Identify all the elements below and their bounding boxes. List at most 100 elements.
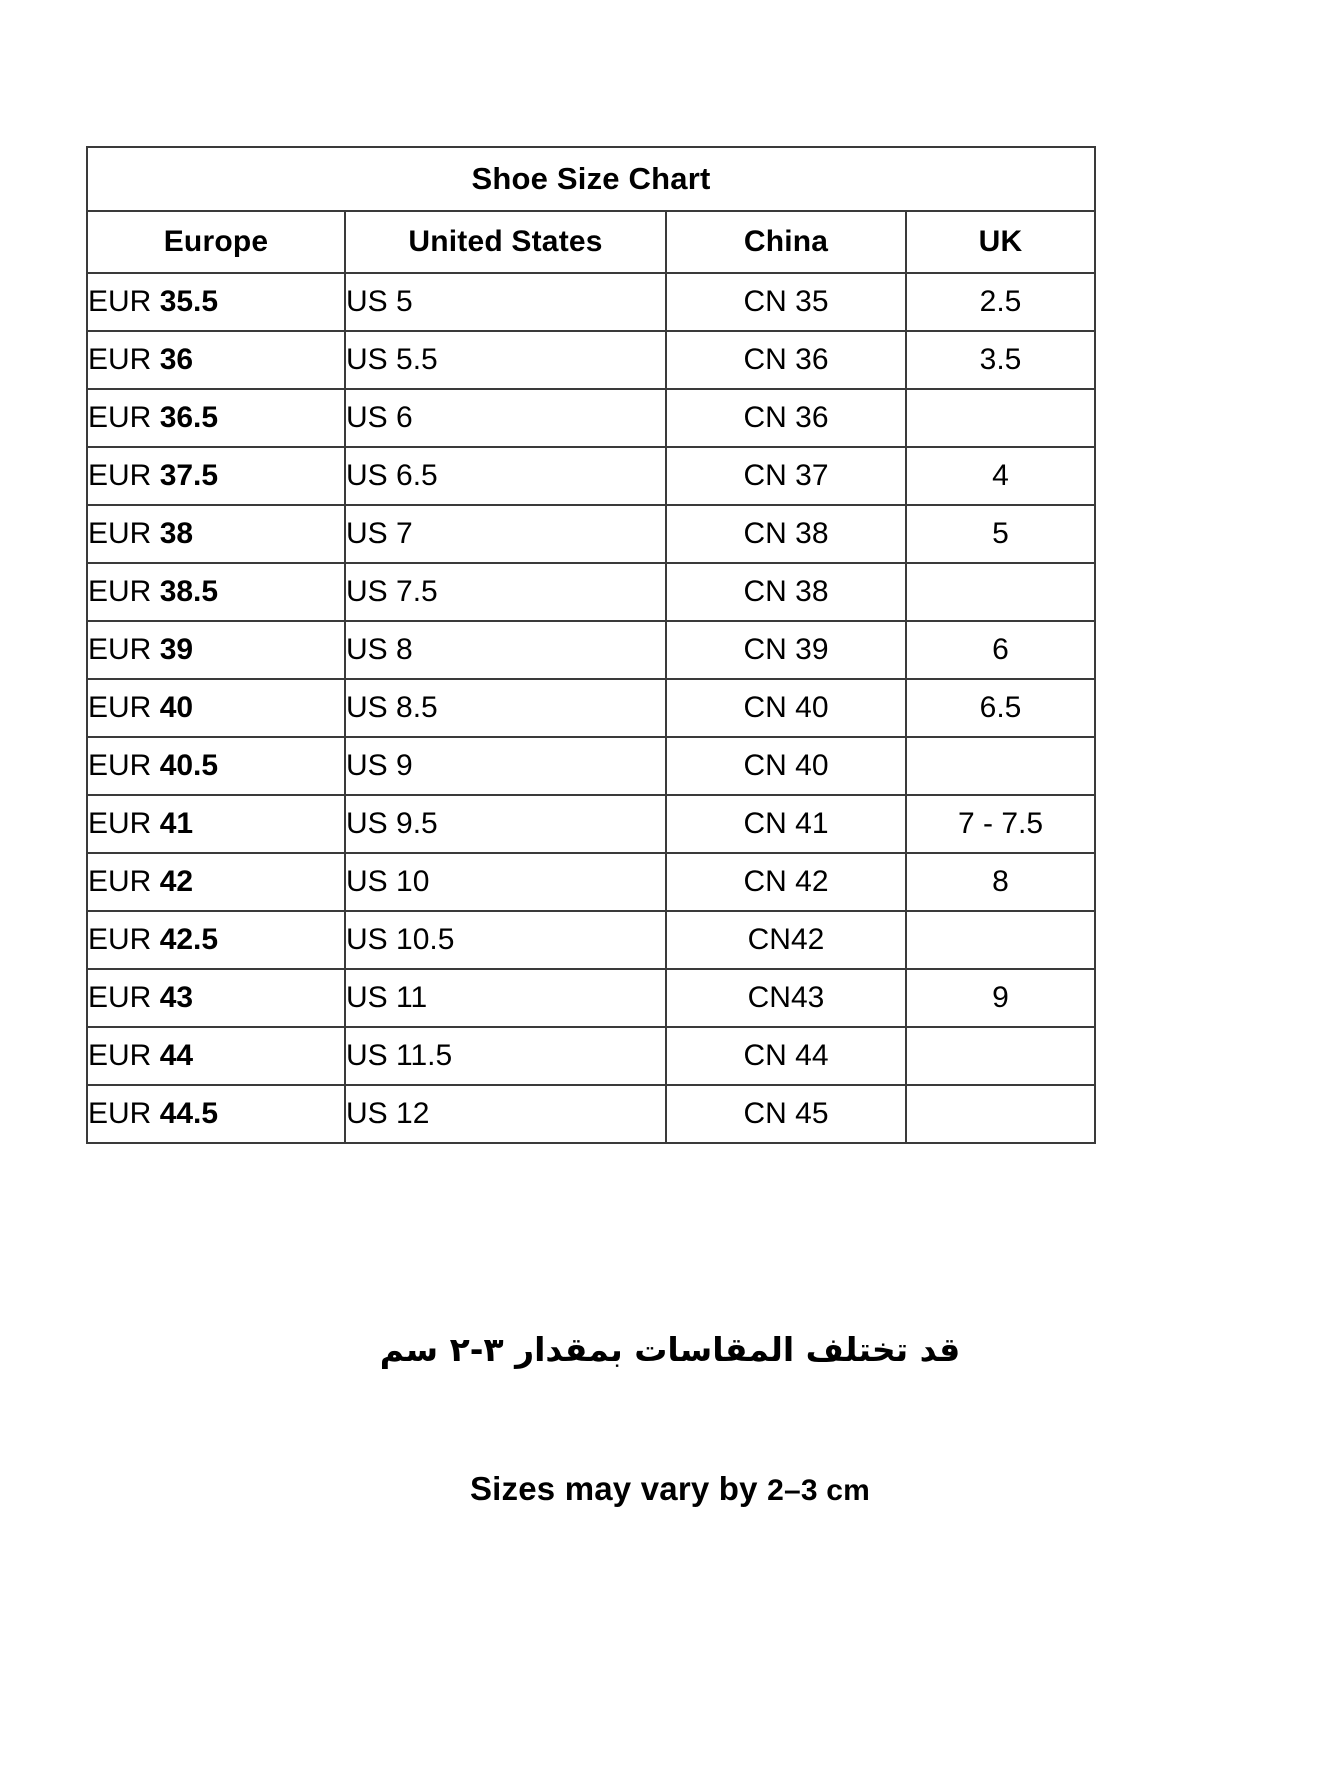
europe-value: 44.5 [159,1097,219,1130]
us-prefix: US [346,517,388,550]
column-header-europe: Europe [86,210,346,274]
cell-united-states: US 6.5 [344,446,667,506]
us-value: 10 [396,865,430,898]
cell-china: CN 39 [665,620,907,680]
cell-uk: 6.5 [905,678,1096,738]
cell-china: CN 40 [665,678,907,738]
us-value: 6.5 [396,459,438,492]
cell-china: CN 38 [665,562,907,622]
cell-europe: EUR 38.5 [86,562,346,622]
china-value: 40 [795,749,829,782]
note-arabic: قد تختلف المقاسات بمقدار ٣-٢ سم [379,1330,961,1369]
us-value: 9 [396,749,413,782]
cell-europe: EUR 37.5 [86,446,346,506]
table-row: EUR 40.5 US 9 CN 40 [86,736,1096,796]
china-value: 35 [795,285,829,318]
cell-china: CN 36 [665,388,907,448]
cell-china: CN 40 [665,736,907,796]
china-value: 43 [790,981,825,1014]
cell-united-states: US 7.5 [344,562,667,622]
cell-uk: 7 - 7.5 [905,794,1096,854]
china-prefix: CN [743,285,787,318]
cell-united-states: US 11.5 [344,1026,667,1086]
china-value: 38 [795,575,829,608]
china-value: 39 [795,633,829,666]
us-prefix: US [346,807,388,840]
europe-value: 36.5 [159,401,219,434]
china-prefix: CN [743,633,787,666]
column-header-china: China [665,210,907,274]
europe-prefix: EUR [88,749,152,782]
cell-europe: EUR 40.5 [86,736,346,796]
china-value: 44 [795,1039,829,1072]
cell-uk: 4 [905,446,1096,506]
europe-prefix: EUR [88,1039,152,1072]
europe-value: 41 [159,807,194,840]
europe-prefix: EUR [88,633,152,666]
china-value: 42 [795,865,829,898]
cell-united-states: US 12 [344,1084,667,1144]
china-prefix: CN [743,459,787,492]
cell-uk: 2.5 [905,272,1096,332]
europe-value: 42 [159,865,194,898]
table-title: Shoe Size Chart [86,146,1096,212]
cell-uk [905,562,1096,622]
us-value: 8 [396,633,413,666]
cell-europe: EUR 36 [86,330,346,390]
table-row: EUR 38.5 US 7.5 CN 38 [86,562,1096,622]
us-value: 11 [396,981,428,1014]
cell-europe: EUR 44.5 [86,1084,346,1144]
us-value: 12 [396,1097,430,1130]
cell-europe: EUR 38 [86,504,346,564]
us-prefix: US [346,691,388,724]
us-value: 6 [396,401,413,434]
cell-uk [905,910,1096,970]
europe-value: 38 [159,517,194,550]
note-english: Sizes may vary by 2–3 cm [0,1470,1340,1508]
cell-uk: 3.5 [905,330,1096,390]
china-value: 40 [795,691,829,724]
cell-china: CN42 [665,910,907,970]
china-value: 41 [795,807,829,840]
europe-prefix: EUR [88,807,152,840]
europe-prefix: EUR [88,343,152,376]
europe-prefix: EUR [88,1097,152,1130]
china-value: 38 [795,517,829,550]
us-value: 7.5 [396,575,438,608]
note-english-text: Sizes may vary by [469,1470,758,1507]
china-value: 36 [795,343,829,376]
us-prefix: US [346,633,388,666]
table-row: EUR 38 US 7 CN 38 5 [86,504,1096,564]
europe-prefix: EUR [88,691,152,724]
table-row: EUR 43 US 11 CN43 9 [86,968,1096,1028]
cell-china: CN 41 [665,794,907,854]
europe-value: 37.5 [159,459,219,492]
cell-united-states: US 9.5 [344,794,667,854]
table-row: EUR 39 US 8 CN 39 6 [86,620,1096,680]
cell-uk [905,1084,1096,1144]
cell-united-states: US 8 [344,620,667,680]
table-row: EUR 40 US 8.5 CN 40 6.5 [86,678,1096,738]
cell-europe: EUR 43 [86,968,346,1028]
china-prefix: CN [743,343,787,376]
europe-prefix: EUR [88,981,152,1014]
europe-prefix: EUR [88,865,152,898]
us-prefix: US [346,865,388,898]
cell-united-states: US 6 [344,388,667,448]
us-prefix: US [346,1097,388,1130]
europe-prefix: EUR [88,285,152,318]
cell-china: CN 42 [665,852,907,912]
china-prefix: CN [743,517,787,550]
cell-united-states: US 11 [344,968,667,1028]
cell-united-states: US 5.5 [344,330,667,390]
us-value: 11.5 [396,1039,453,1072]
europe-prefix: EUR [88,401,152,434]
cell-europe: EUR 41 [86,794,346,854]
us-value: 8.5 [396,691,438,724]
table-row: EUR 35.5 US 5 CN 35 2.5 [86,272,1096,332]
table-body: EUR 35.5 US 5 CN 35 2.5 EUR 36 US 5.5 CN 36 3.5… [86,272,1096,1144]
column-header-united-states: United States [344,210,667,274]
cell-china: CN 36 [665,330,907,390]
cell-united-states: US 5 [344,272,667,332]
table-row: EUR 44 US 11.5 CN 44 [86,1026,1096,1086]
